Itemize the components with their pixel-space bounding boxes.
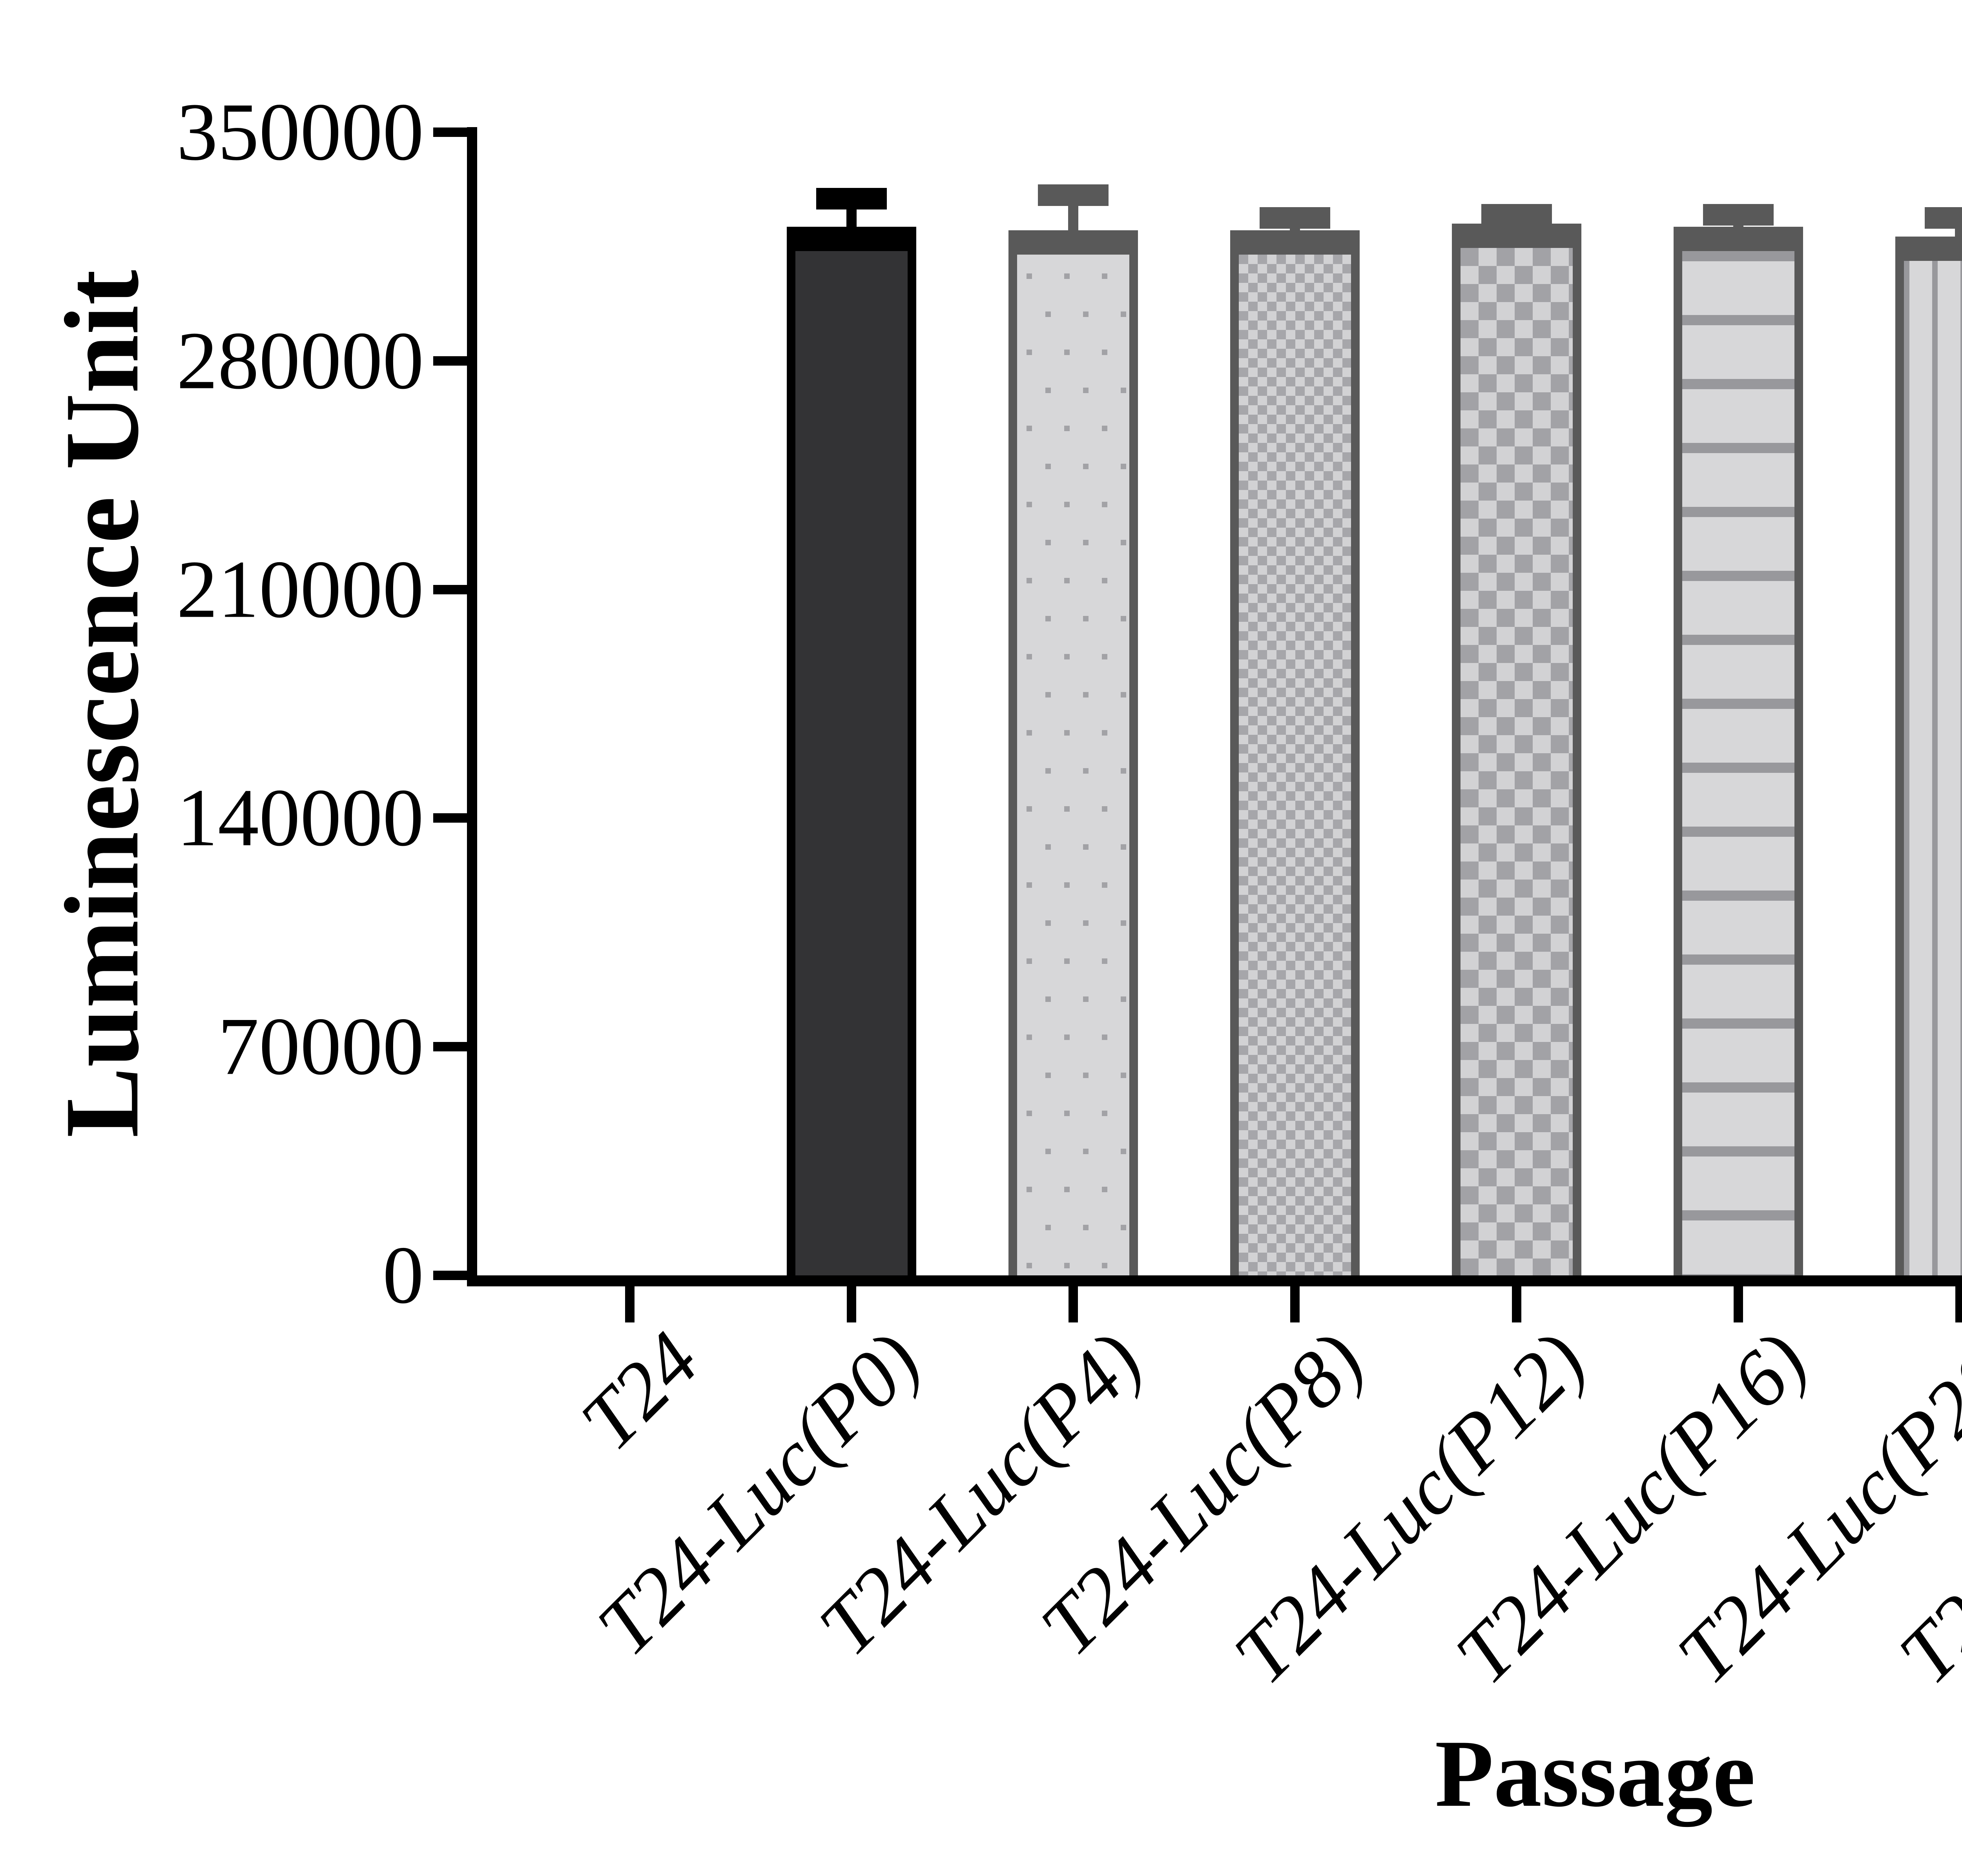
error-bar-cap: [816, 188, 887, 209]
bar-T24-Luc(P0): [787, 227, 916, 1275]
x-tick: [1512, 1286, 1521, 1322]
y-tick-label: 350000: [177, 86, 424, 178]
x-tick: [1069, 1286, 1078, 1322]
y-tick-label: 280000: [177, 315, 424, 406]
x-tick: [1955, 1286, 1962, 1322]
x-tick: [1290, 1286, 1300, 1322]
bar-T24-Luc(P20): [1895, 237, 1962, 1275]
bar-T24-Luc(P8): [1230, 230, 1360, 1275]
error-bar-cap: [1260, 207, 1330, 229]
y-tick: [433, 585, 467, 594]
x-tick: [847, 1286, 856, 1322]
y-axis-title-box: Luminescence Unit: [16, 132, 188, 1275]
y-tick: [433, 356, 467, 366]
bar-T24-Luc(P4): [1008, 230, 1138, 1275]
y-tick-label: 140000: [177, 772, 424, 863]
y-tick-label: 210000: [177, 544, 424, 635]
error-bar-cap: [1703, 204, 1774, 226]
x-axis-title: Passage: [1435, 1720, 1756, 1827]
y-tick-label: 0: [383, 1229, 424, 1321]
y-axis-line: [467, 127, 477, 1286]
x-tick: [625, 1286, 635, 1322]
y-tick: [433, 1042, 467, 1052]
x-axis-line: [467, 1275, 1962, 1286]
error-bar-cap: [1038, 184, 1109, 206]
y-tick: [433, 813, 467, 823]
y-tick: [433, 1271, 467, 1280]
error-bar-cap: [1481, 204, 1552, 226]
x-tick: [1734, 1286, 1743, 1322]
error-bar-stem: [1068, 204, 1078, 234]
y-tick-label: 70000: [218, 1001, 424, 1092]
y-tick: [433, 127, 467, 137]
y-axis-title: Luminescence Unit: [43, 270, 160, 1138]
error-bar-cap: [1925, 207, 1962, 229]
bar-T24-Luc(P16): [1674, 227, 1803, 1275]
x-category-label: T24: [564, 1315, 716, 1467]
bar-T24-Luc(P12): [1452, 224, 1581, 1275]
